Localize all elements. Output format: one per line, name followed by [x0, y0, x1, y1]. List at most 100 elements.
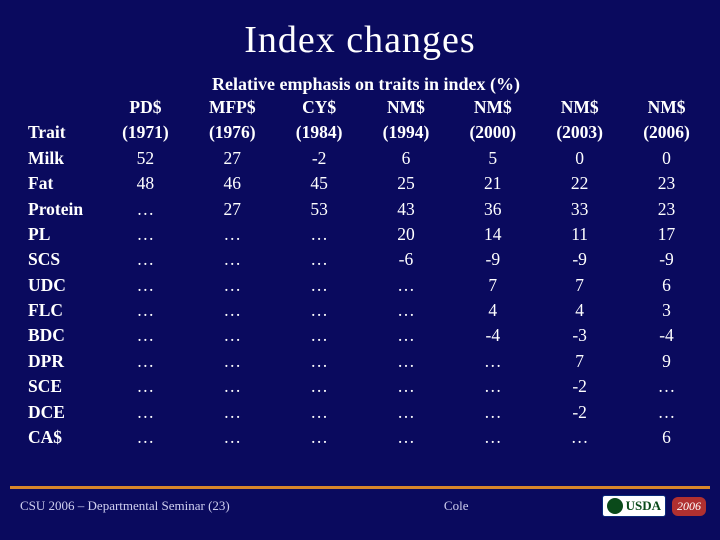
- table-row: SCS………-6-9-9-9: [22, 247, 710, 272]
- value-cell: 22: [536, 171, 623, 196]
- value-cell: 33: [536, 197, 623, 222]
- footer-center-text: Cole: [311, 498, 602, 514]
- value-cell: 4: [536, 298, 623, 323]
- value-cell: 52: [102, 146, 189, 171]
- value-cell: …: [363, 323, 450, 348]
- table-row: SCE……………-2…: [22, 374, 710, 399]
- value-cell: -4: [449, 323, 536, 348]
- trait-header: Trait: [22, 120, 102, 145]
- trait-cell: DCE: [22, 400, 102, 425]
- value-cell: …: [276, 349, 363, 374]
- value-cell: …: [102, 349, 189, 374]
- value-cell: …: [276, 273, 363, 298]
- index-table: PD$ MFP$ CY$ NM$ NM$ NM$ NM$ Trait (1971…: [22, 95, 710, 450]
- value-cell: 48: [102, 171, 189, 196]
- value-cell: 3: [623, 298, 710, 323]
- value-cell: 27: [189, 197, 276, 222]
- col-year-1: (1976): [189, 120, 276, 145]
- value-cell: -2: [276, 146, 363, 171]
- usda-logo: USDA: [602, 495, 666, 517]
- value-cell: …: [102, 298, 189, 323]
- trait-cell: FLC: [22, 298, 102, 323]
- value-cell: …: [363, 425, 450, 450]
- table-row: Protein…275343363323: [22, 197, 710, 222]
- value-cell: -6: [363, 247, 450, 272]
- value-cell: …: [536, 425, 623, 450]
- value-cell: …: [276, 247, 363, 272]
- value-cell: …: [276, 400, 363, 425]
- trait-cell: CA$: [22, 425, 102, 450]
- value-cell: 6: [623, 425, 710, 450]
- value-cell: 21: [449, 171, 536, 196]
- footer-left-text: CSU 2006 – Departmental Seminar (23): [20, 498, 311, 514]
- trait-cell: DPR: [22, 349, 102, 374]
- value-cell: …: [449, 425, 536, 450]
- value-cell: 14: [449, 222, 536, 247]
- value-cell: …: [102, 425, 189, 450]
- col-head-5: NM$: [536, 95, 623, 120]
- footer-right: USDA 2006: [602, 495, 706, 517]
- value-cell: 7: [536, 273, 623, 298]
- value-cell: …: [189, 400, 276, 425]
- trait-cell: SCE: [22, 374, 102, 399]
- value-cell: 46: [189, 171, 276, 196]
- trait-header-blank: [22, 95, 102, 120]
- table-row: CA$………………6: [22, 425, 710, 450]
- col-year-3: (1994): [363, 120, 450, 145]
- value-cell: …: [363, 273, 450, 298]
- col-head-0: PD$: [102, 95, 189, 120]
- value-cell: 9: [623, 349, 710, 374]
- value-cell: -9: [449, 247, 536, 272]
- value-cell: …: [189, 349, 276, 374]
- usda-logo-text: USDA: [626, 498, 661, 514]
- col-head-3: NM$: [363, 95, 450, 120]
- trait-cell: UDC: [22, 273, 102, 298]
- value-cell: …: [363, 400, 450, 425]
- header-row-years: Trait (1971) (1976) (1984) (1994) (2000)…: [22, 120, 710, 145]
- trait-cell: PL: [22, 222, 102, 247]
- slide-title: Index changes: [0, 0, 720, 72]
- value-cell: -9: [623, 247, 710, 272]
- value-cell: …: [276, 323, 363, 348]
- value-cell: …: [189, 298, 276, 323]
- value-cell: 17: [623, 222, 710, 247]
- value-cell: 43: [363, 197, 450, 222]
- value-cell: …: [276, 374, 363, 399]
- value-cell: -4: [623, 323, 710, 348]
- value-cell: …: [189, 247, 276, 272]
- value-cell: …: [363, 298, 450, 323]
- value-cell: 36: [449, 197, 536, 222]
- value-cell: 23: [623, 171, 710, 196]
- table-row: UDC…………776: [22, 273, 710, 298]
- value-cell: …: [276, 222, 363, 247]
- value-cell: 5: [449, 146, 536, 171]
- col-head-2: CY$: [276, 95, 363, 120]
- table-row: DCE……………-2…: [22, 400, 710, 425]
- value-cell: 20: [363, 222, 450, 247]
- value-cell: …: [189, 323, 276, 348]
- value-cell: 53: [276, 197, 363, 222]
- col-head-1: MFP$: [189, 95, 276, 120]
- value-cell: 6: [363, 146, 450, 171]
- value-cell: …: [449, 374, 536, 399]
- value-cell: …: [623, 374, 710, 399]
- table-row: PL………20141117: [22, 222, 710, 247]
- trait-cell: Protein: [22, 197, 102, 222]
- value-cell: 27: [189, 146, 276, 171]
- value-cell: …: [189, 374, 276, 399]
- table-row: FLC…………443: [22, 298, 710, 323]
- value-cell: …: [276, 425, 363, 450]
- footer: CSU 2006 – Departmental Seminar (23) Col…: [0, 486, 720, 540]
- value-cell: 0: [536, 146, 623, 171]
- trait-cell: SCS: [22, 247, 102, 272]
- col-head-6: NM$: [623, 95, 710, 120]
- value-cell: -2: [536, 400, 623, 425]
- value-cell: …: [189, 222, 276, 247]
- col-head-4: NM$: [449, 95, 536, 120]
- trait-cell: BDC: [22, 323, 102, 348]
- col-year-5: (2003): [536, 120, 623, 145]
- value-cell: …: [102, 323, 189, 348]
- value-cell: …: [363, 349, 450, 374]
- table-row: Fat48464525212223: [22, 171, 710, 196]
- value-cell: …: [363, 374, 450, 399]
